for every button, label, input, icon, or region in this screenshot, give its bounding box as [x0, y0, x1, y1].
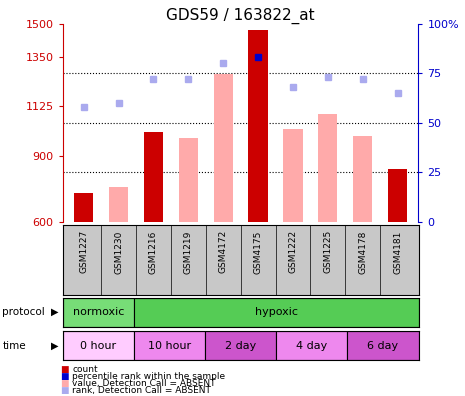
Text: ■: ■	[60, 365, 69, 373]
Text: 10 hour: 10 hour	[148, 341, 191, 351]
Text: ▶: ▶	[51, 307, 58, 317]
Bar	[347, 331, 418, 360]
Bar	[248, 30, 268, 222]
Bar	[205, 331, 276, 360]
Text: GSM1222: GSM1222	[288, 230, 298, 273]
Text: value, Detection Call = ABSENT: value, Detection Call = ABSENT	[72, 379, 216, 388]
Text: GSM1227: GSM1227	[79, 230, 88, 273]
Text: GSM4175: GSM4175	[253, 230, 263, 274]
Text: percentile rank within the sample: percentile rank within the sample	[72, 372, 225, 381]
Bar	[134, 331, 205, 360]
Bar	[144, 131, 163, 222]
Text: GSM1225: GSM1225	[323, 230, 332, 273]
Bar	[283, 129, 303, 222]
Text: GSM4178: GSM4178	[358, 230, 367, 274]
Text: ▶: ▶	[51, 341, 58, 351]
Text: 2 day: 2 day	[225, 341, 256, 351]
Text: ■: ■	[60, 379, 69, 388]
Bar	[63, 298, 134, 327]
Text: time: time	[2, 341, 26, 351]
Text: GSM4172: GSM4172	[219, 230, 228, 273]
Bar	[388, 169, 407, 222]
Text: ■: ■	[60, 386, 69, 395]
Bar	[276, 331, 347, 360]
Text: normoxic: normoxic	[73, 307, 124, 317]
Bar	[179, 138, 198, 222]
Text: rank, Detection Call = ABSENT: rank, Detection Call = ABSENT	[72, 386, 211, 395]
Bar	[109, 187, 128, 222]
Bar	[213, 74, 233, 222]
Text: GSM1216: GSM1216	[149, 230, 158, 274]
Text: 4 day: 4 day	[296, 341, 327, 351]
Title: GDS59 / 163822_at: GDS59 / 163822_at	[166, 8, 315, 24]
Text: 0 hour: 0 hour	[80, 341, 116, 351]
Text: protocol: protocol	[2, 307, 45, 317]
Bar	[63, 331, 134, 360]
Text: count: count	[72, 365, 98, 373]
Bar	[134, 298, 418, 327]
Bar	[353, 136, 372, 222]
Text: GSM1230: GSM1230	[114, 230, 123, 274]
Text: ■: ■	[60, 372, 69, 381]
Bar	[74, 193, 93, 222]
Text: 6 day: 6 day	[367, 341, 399, 351]
Bar	[318, 114, 338, 222]
Text: hypoxic: hypoxic	[255, 307, 298, 317]
Text: GSM1219: GSM1219	[184, 230, 193, 274]
Text: GSM4181: GSM4181	[393, 230, 402, 274]
